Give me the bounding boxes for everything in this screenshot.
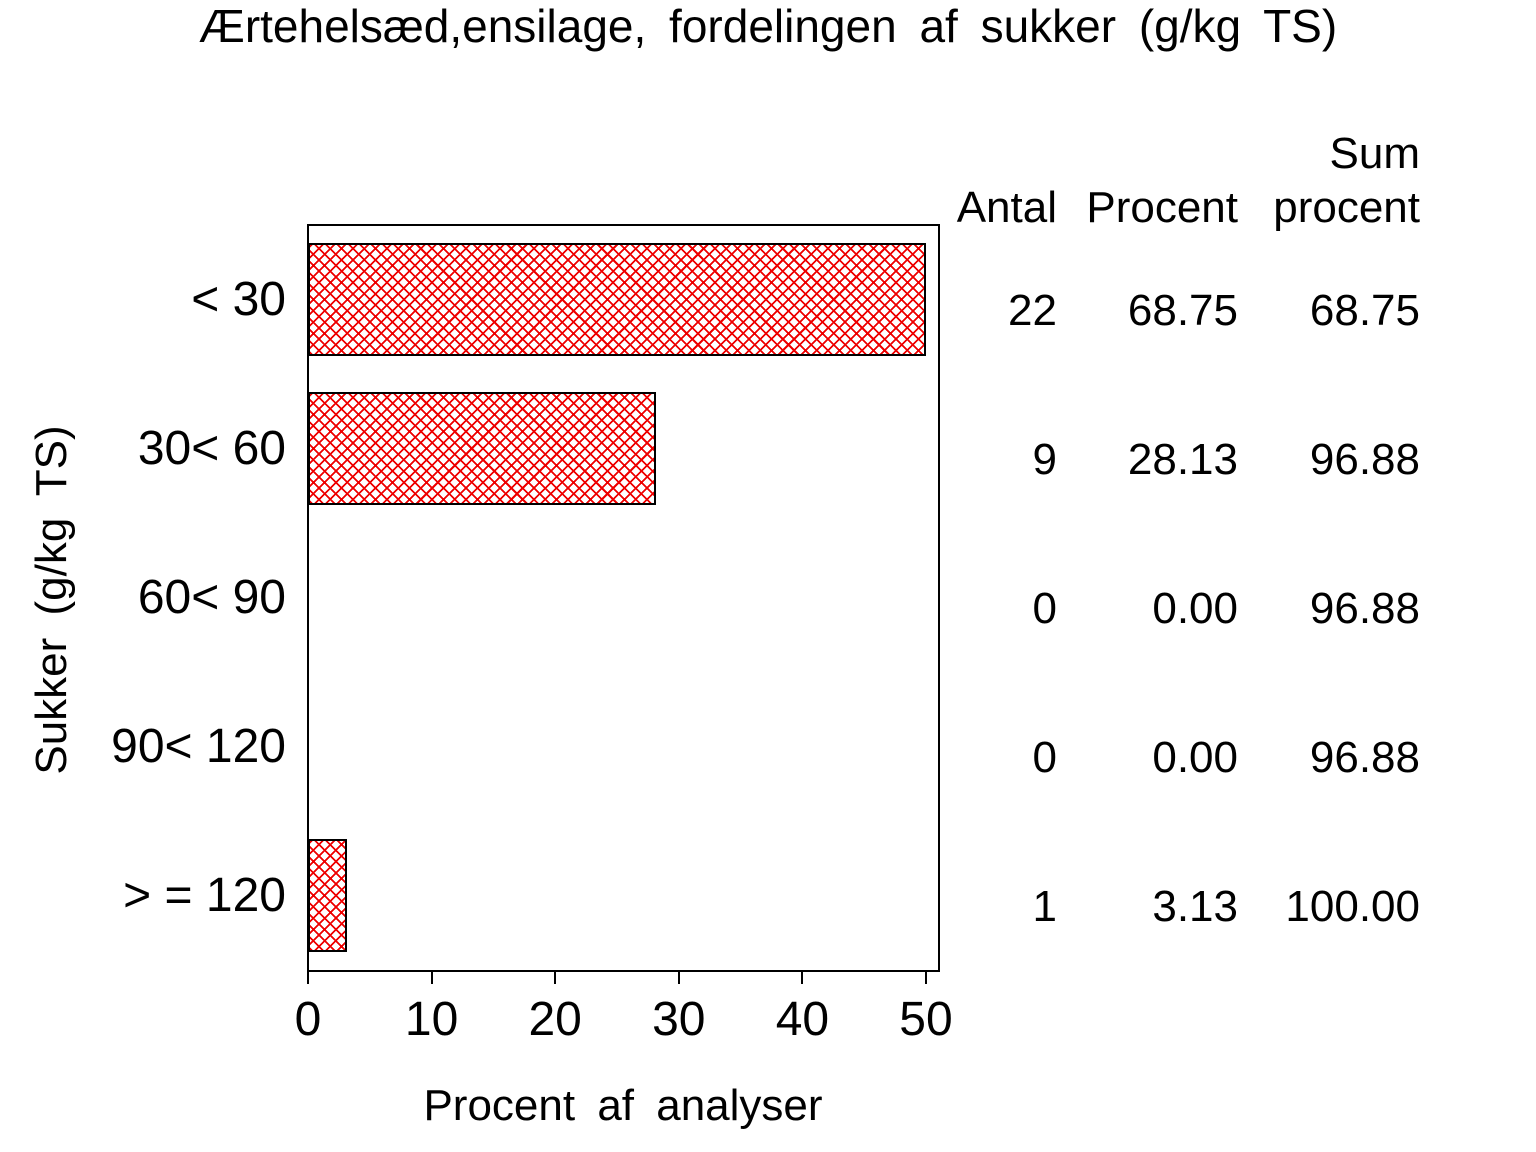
table-cell: 96.88: [1309, 434, 1420, 484]
x-tick-label: 40: [775, 993, 830, 1046]
bar-30< 60: [308, 392, 656, 505]
bar-> = 120: [308, 839, 347, 952]
x-tick-label: 50: [899, 993, 953, 1046]
chart-title: Ærtehelsæd,ensilage, fordelingen af sukk…: [198, 0, 1338, 52]
x-tick-mark: [430, 970, 433, 984]
table-header-procent: Procent: [1086, 183, 1238, 232]
table-cell: 1: [1032, 881, 1057, 931]
table-cell: 3.13: [1152, 881, 1238, 931]
table-cell: 0: [1032, 583, 1057, 633]
x-tick-mark: [307, 970, 309, 984]
plot-area-frame: [307, 224, 940, 972]
table-cell: 68.75: [1127, 285, 1238, 335]
table-cell: 0.00: [1152, 732, 1238, 782]
category-label: 90< 120: [111, 719, 286, 773]
category-label: 30< 60: [137, 421, 286, 475]
table-cell: 68.75: [1309, 285, 1420, 335]
table-cell: 96.88: [1309, 583, 1420, 633]
table-cell: 96.88: [1309, 732, 1420, 782]
table-header-antal: Antal: [956, 183, 1057, 232]
x-axis-title: Procent af analyser: [423, 1081, 823, 1130]
x-tick-label: 0: [294, 993, 322, 1046]
y-axis-title: Sukker (g/kg TS): [27, 425, 76, 775]
table-cell: 9: [1032, 434, 1057, 484]
bar-< 30: [308, 243, 926, 356]
category-label: < 30: [191, 272, 286, 326]
table-cell: 22: [1008, 285, 1057, 335]
x-tick-label: 10: [404, 993, 459, 1046]
table-cell: 28.13: [1127, 434, 1238, 484]
table-cell: 0: [1032, 732, 1057, 782]
table-cell: 100.00: [1285, 881, 1420, 931]
x-tick-mark: [554, 970, 557, 984]
table-header-procent: procent: [1273, 183, 1420, 232]
category-label: 60< 90: [137, 570, 286, 624]
x-tick-label: 30: [652, 993, 706, 1046]
x-tick-label: 20: [528, 993, 582, 1046]
table-cell: 0.00: [1152, 583, 1238, 633]
table-header-sum: Sum: [1329, 129, 1420, 178]
x-tick-mark: [677, 970, 680, 984]
x-tick-mark: [801, 970, 804, 984]
x-tick-mark: [925, 970, 927, 984]
category-label: > = 120: [123, 868, 286, 922]
